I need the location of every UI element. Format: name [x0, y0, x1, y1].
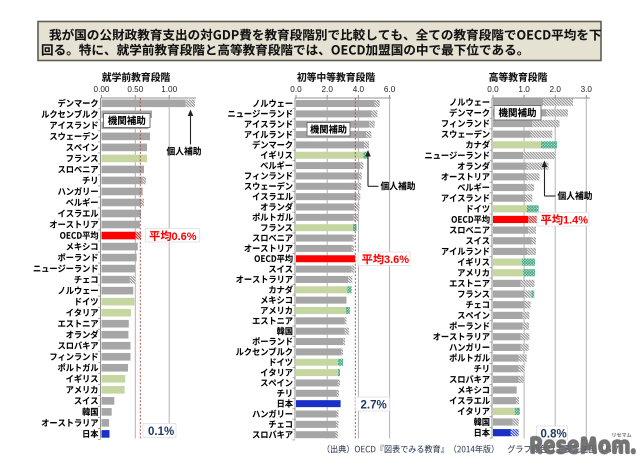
svg-text:2.0: 2.0	[322, 85, 334, 94]
svg-text:1.0: 1.0	[518, 85, 530, 94]
svg-text:0.1%: 0.1%	[148, 426, 174, 438]
svg-text:0.00: 0.00	[94, 85, 110, 94]
svg-text:0.0: 0.0	[290, 85, 302, 94]
svg-text:3.0: 3.0	[581, 85, 593, 94]
svg-text:4.0: 4.0	[353, 85, 365, 94]
svg-text:2.7%: 2.7%	[361, 400, 387, 412]
svg-text:0.50: 0.50	[127, 85, 143, 94]
svg-text:2.0: 2.0	[550, 85, 562, 94]
svg-text:3.6%: 3.6%	[384, 254, 409, 266]
svg-text:1.00: 1.00	[161, 85, 177, 94]
svg-text:0.8%: 0.8%	[541, 429, 567, 441]
svg-text:0.6%: 0.6%	[172, 231, 197, 243]
svg-text:1.4%: 1.4%	[563, 215, 588, 227]
svg-text:6.0: 6.0	[384, 85, 396, 94]
svg-text:0.0: 0.0	[487, 85, 499, 94]
